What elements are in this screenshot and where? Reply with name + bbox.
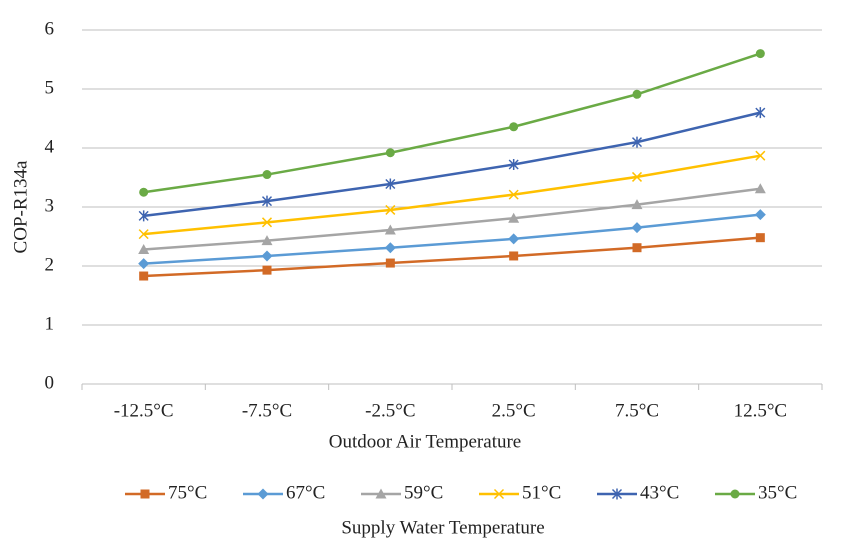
- marker: [508, 159, 519, 171]
- marker: [139, 271, 149, 281]
- marker: [261, 195, 273, 207]
- legend-label: 43°C: [640, 482, 679, 503]
- marker: [139, 187, 149, 197]
- y-axis-label: COP-R134a: [10, 160, 31, 253]
- marker: [385, 178, 396, 190]
- marker: [730, 489, 740, 499]
- series-line: [143, 187, 761, 251]
- x-tick-label: -2.5°C: [365, 400, 415, 421]
- legend-label: 35°C: [758, 482, 797, 503]
- y-tick-label: 6: [45, 18, 55, 39]
- marker: [262, 265, 272, 275]
- x-axis-label: Outdoor Air Temperature: [329, 431, 522, 452]
- marker: [261, 250, 273, 262]
- marker: [493, 488, 505, 500]
- marker: [632, 89, 642, 99]
- legend-title: Supply Water Temperature: [341, 517, 544, 538]
- series-line: [143, 111, 761, 218]
- marker: [261, 235, 273, 246]
- marker: [754, 209, 766, 221]
- y-tick-label: 3: [45, 195, 55, 216]
- x-tick-label: 2.5°C: [492, 400, 536, 421]
- marker: [509, 251, 519, 261]
- y-tick-label: 0: [45, 372, 55, 393]
- marker: [385, 258, 395, 268]
- marker: [140, 489, 150, 499]
- y-tick-label: 5: [45, 77, 55, 98]
- marker: [754, 183, 766, 194]
- x-tick-label: -7.5°C: [242, 400, 292, 421]
- marker: [631, 222, 643, 234]
- y-tick-label: 1: [45, 313, 55, 334]
- marker: [508, 189, 519, 200]
- series-line: [143, 213, 761, 265]
- marker: [631, 199, 643, 210]
- marker: [509, 122, 519, 132]
- marker: [611, 488, 623, 500]
- marker: [385, 148, 395, 158]
- marker: [755, 107, 766, 119]
- series-line: [143, 236, 761, 278]
- marker: [138, 210, 149, 222]
- marker: [508, 233, 520, 245]
- marker: [375, 488, 387, 499]
- marker: [632, 243, 642, 253]
- marker: [138, 229, 149, 240]
- x-tick-label: 12.5°C: [734, 400, 788, 421]
- marker: [755, 233, 765, 243]
- marker: [631, 171, 643, 182]
- legend-label: 59°C: [404, 482, 443, 503]
- x-tick-label: 7.5°C: [615, 400, 659, 421]
- marker: [257, 488, 269, 500]
- marker: [755, 150, 766, 161]
- marker: [631, 136, 643, 148]
- series-line: [143, 52, 761, 194]
- series-line: [143, 154, 761, 236]
- marker: [262, 170, 272, 180]
- marker: [384, 224, 396, 235]
- marker: [384, 242, 396, 254]
- marker: [138, 258, 150, 270]
- x-tick-label: -12.5°C: [114, 400, 174, 421]
- legend-label: 67°C: [286, 482, 325, 503]
- legend-label: 51°C: [522, 482, 561, 503]
- marker: [138, 243, 150, 254]
- marker: [385, 204, 396, 215]
- y-tick-label: 2: [45, 254, 55, 275]
- legend-label: 75°C: [168, 482, 207, 503]
- marker: [261, 217, 273, 228]
- y-tick-label: 4: [45, 136, 55, 157]
- marker: [508, 212, 520, 223]
- marker: [755, 49, 765, 59]
